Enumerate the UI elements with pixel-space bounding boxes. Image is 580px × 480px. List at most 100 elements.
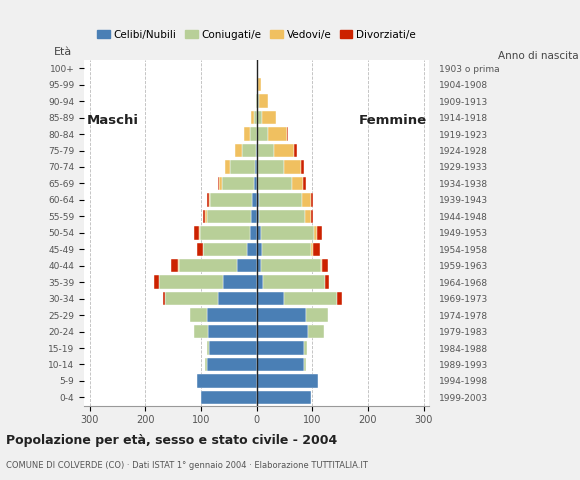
Bar xyxy=(338,292,342,305)
Bar xyxy=(209,341,256,355)
Bar xyxy=(322,259,328,273)
Bar xyxy=(284,292,338,305)
Text: COMUNE DI COLVERDE (CO) · Dati ISTAT 1° gennaio 2004 · Elaborazione TUTTITALIA.I: COMUNE DI COLVERDE (CO) · Dati ISTAT 1° … xyxy=(6,461,368,470)
Text: Anno di nascita: Anno di nascita xyxy=(498,51,579,61)
Bar xyxy=(262,242,311,256)
Bar xyxy=(304,341,307,355)
Bar xyxy=(235,144,242,157)
Bar xyxy=(205,358,206,371)
Bar xyxy=(250,226,256,240)
Bar xyxy=(256,276,263,289)
Bar xyxy=(258,177,292,190)
Bar xyxy=(274,144,294,157)
Bar xyxy=(294,144,297,157)
Text: Femmine: Femmine xyxy=(358,114,426,127)
Bar xyxy=(256,325,309,338)
Bar xyxy=(311,210,313,223)
Bar xyxy=(250,127,256,141)
Bar xyxy=(304,358,306,371)
Bar xyxy=(287,127,288,141)
Bar xyxy=(206,308,256,322)
Bar xyxy=(256,78,258,91)
Bar xyxy=(268,127,287,141)
Bar xyxy=(258,160,284,174)
Bar xyxy=(194,325,208,338)
Bar xyxy=(242,144,256,157)
Bar xyxy=(160,276,223,289)
Bar xyxy=(194,226,199,240)
Bar xyxy=(172,259,178,273)
Bar xyxy=(154,276,160,289)
Bar xyxy=(261,259,321,273)
Bar xyxy=(256,95,259,108)
Bar xyxy=(254,111,256,124)
Bar xyxy=(256,292,284,305)
Bar xyxy=(309,325,324,338)
Bar xyxy=(202,210,205,223)
Bar xyxy=(251,111,254,124)
Bar xyxy=(207,193,209,206)
Bar xyxy=(256,259,261,273)
Bar xyxy=(237,259,256,273)
Bar xyxy=(256,193,259,206)
Bar xyxy=(259,95,268,108)
Text: Età: Età xyxy=(53,47,72,57)
Bar xyxy=(256,160,258,174)
Bar xyxy=(303,177,306,190)
Bar xyxy=(206,210,251,223)
Bar xyxy=(223,276,256,289)
Bar xyxy=(256,210,259,223)
Text: Popolazione per età, sesso e stato civile - 2004: Popolazione per età, sesso e stato civil… xyxy=(6,434,337,447)
Bar xyxy=(256,242,262,256)
Bar xyxy=(256,144,258,157)
Bar xyxy=(165,292,218,305)
Bar xyxy=(230,160,255,174)
Bar xyxy=(256,111,262,124)
Bar xyxy=(222,177,254,190)
Bar xyxy=(251,210,256,223)
Bar xyxy=(262,111,276,124)
Bar xyxy=(284,160,301,174)
Bar xyxy=(311,242,313,256)
Bar xyxy=(197,374,256,388)
Bar xyxy=(256,127,268,141)
Bar xyxy=(325,276,329,289)
Bar xyxy=(205,210,206,223)
Bar xyxy=(292,177,303,190)
Bar xyxy=(306,308,328,322)
Legend: Celibi/Nubili, Coniugati/e, Vedovi/e, Divorziati/e: Celibi/Nubili, Coniugati/e, Vedovi/e, Di… xyxy=(93,25,420,44)
Bar xyxy=(317,226,322,240)
Bar xyxy=(206,358,256,371)
Bar xyxy=(261,226,314,240)
Bar xyxy=(244,127,250,141)
Bar xyxy=(305,210,311,223)
Bar xyxy=(301,160,304,174)
Bar xyxy=(203,242,246,256)
Bar xyxy=(256,358,304,371)
Bar xyxy=(256,226,261,240)
Bar xyxy=(314,226,317,240)
Bar xyxy=(199,226,200,240)
Bar xyxy=(226,160,230,174)
Bar xyxy=(256,391,311,404)
Bar xyxy=(263,276,325,289)
Bar xyxy=(211,193,252,206)
Bar xyxy=(209,193,211,206)
Bar xyxy=(259,210,305,223)
Bar xyxy=(206,341,209,355)
Bar xyxy=(258,144,274,157)
Bar xyxy=(179,259,237,273)
Bar xyxy=(218,292,256,305)
Bar xyxy=(302,193,311,206)
Bar xyxy=(208,325,256,338)
Bar xyxy=(218,177,219,190)
Bar xyxy=(254,177,256,190)
Bar xyxy=(313,242,320,256)
Bar xyxy=(311,193,313,206)
Bar xyxy=(190,308,206,322)
Bar xyxy=(256,308,306,322)
Bar xyxy=(252,193,256,206)
Bar xyxy=(321,259,322,273)
Bar xyxy=(256,374,318,388)
Bar xyxy=(197,242,202,256)
